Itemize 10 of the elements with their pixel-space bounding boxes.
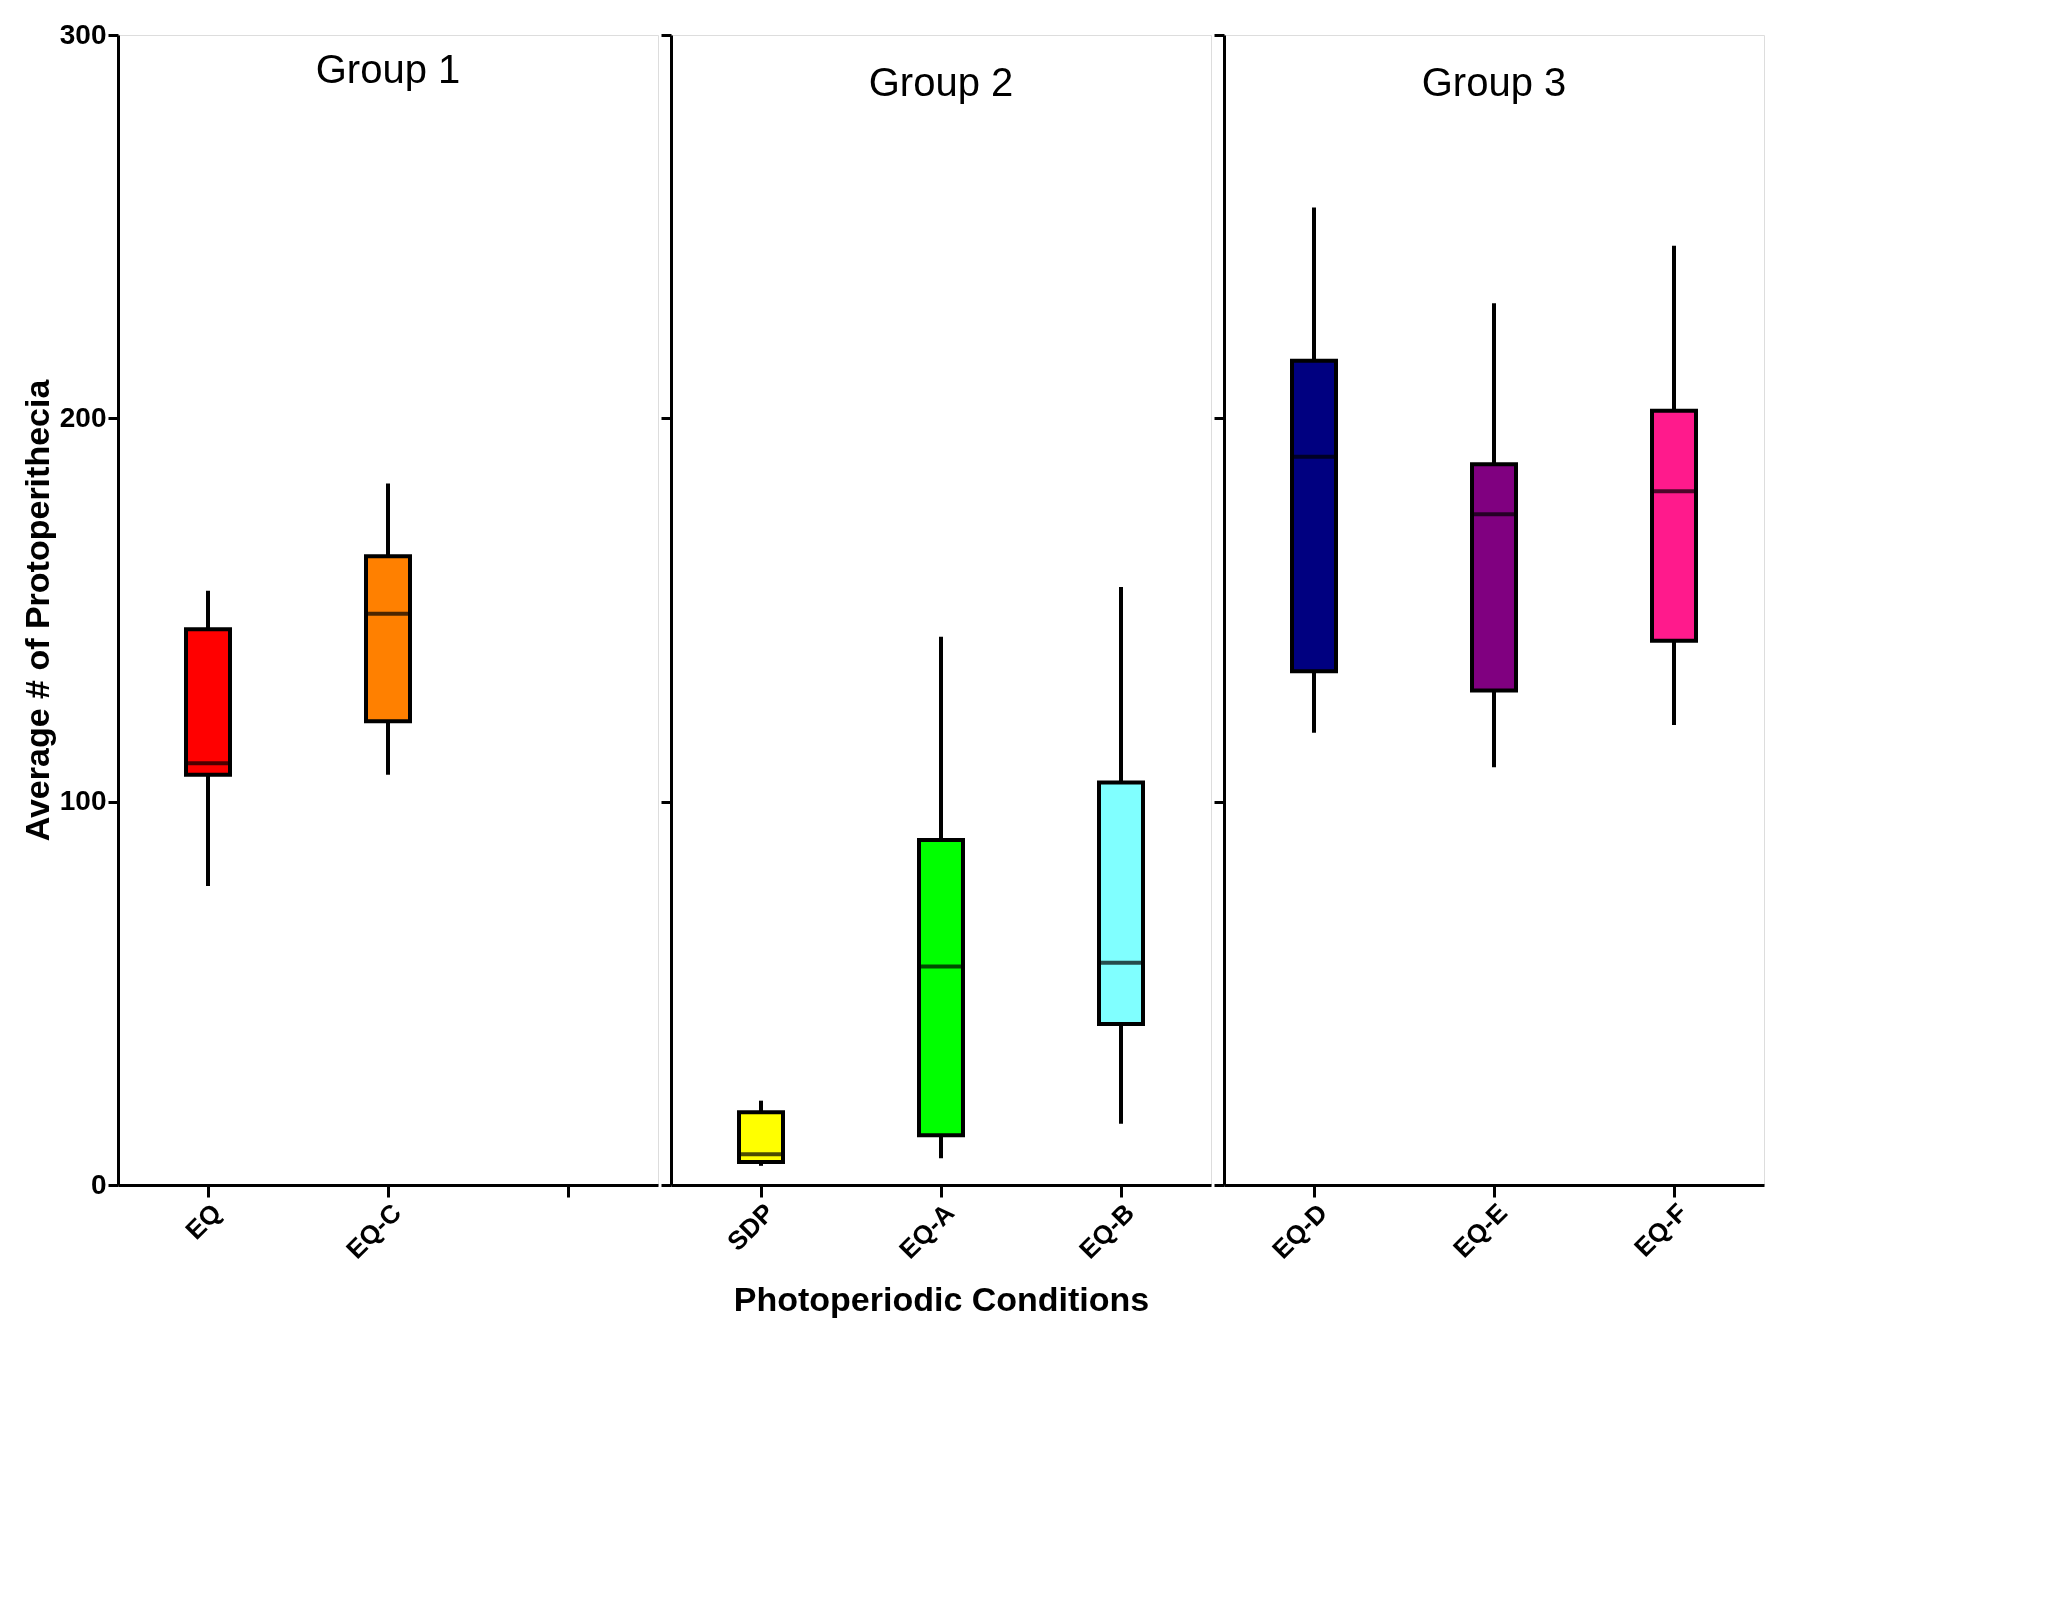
y-tick-label: 0 (90, 1168, 107, 1200)
x-tick-label: EQ (179, 1197, 228, 1246)
x-axis-title: Photoperiodic Conditions (733, 1279, 1150, 1318)
chart-title: Group 1 (315, 47, 461, 91)
y-tick-label: 300 (59, 18, 107, 50)
y-axis-title: Average # of Protoperithecia (17, 378, 56, 842)
text: Group 2 (868, 59, 1014, 104)
y-tick-label: 100 (59, 785, 107, 817)
text: Group 3 (1421, 59, 1567, 104)
y-tick-label: 200 (59, 401, 107, 433)
